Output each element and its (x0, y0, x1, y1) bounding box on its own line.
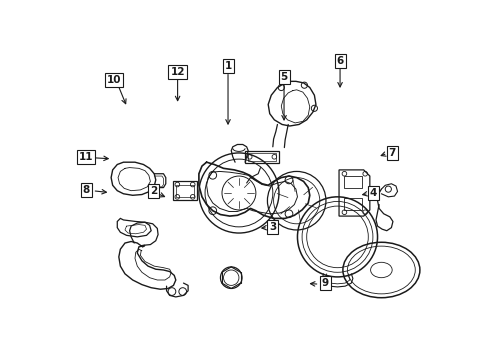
Text: 9: 9 (321, 278, 328, 288)
Text: 7: 7 (388, 148, 395, 158)
Text: 6: 6 (336, 56, 343, 66)
Text: 8: 8 (82, 185, 90, 195)
Text: 2: 2 (150, 186, 157, 196)
Text: 11: 11 (79, 152, 93, 162)
Text: 4: 4 (369, 188, 377, 198)
Text: 5: 5 (280, 72, 287, 82)
Text: 1: 1 (224, 61, 231, 71)
Text: 3: 3 (269, 222, 276, 232)
Text: 12: 12 (170, 67, 184, 77)
Text: 10: 10 (106, 75, 121, 85)
